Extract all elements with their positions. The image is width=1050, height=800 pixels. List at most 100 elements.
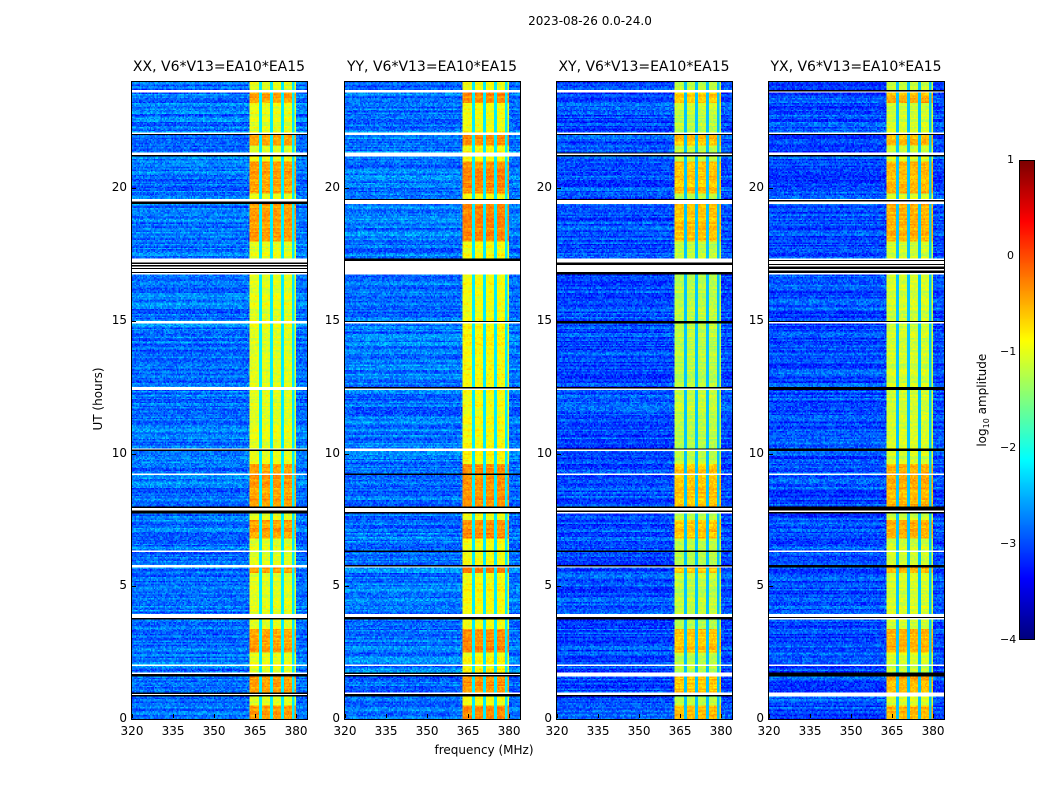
y-tick-label: 20	[324, 180, 340, 195]
spectrogram-panel	[768, 81, 945, 720]
x-tick-label: 350	[627, 724, 651, 738]
x-tick-label: 380	[497, 724, 521, 738]
x-tick-label: 335	[586, 724, 610, 738]
spectrogram-image	[345, 82, 520, 719]
x-tick-mark	[639, 714, 641, 718]
spectrogram-image	[769, 82, 944, 719]
x-tick-label: 365	[880, 724, 904, 738]
panel-title: YY, V6*V13=EA10*EA15	[346, 59, 518, 75]
x-tick-mark	[468, 714, 470, 718]
x-tick-label: 350	[839, 724, 863, 738]
y-tick-mark	[769, 320, 773, 322]
spectrogram-image	[557, 82, 732, 719]
colorbar-tick-label: 0	[1007, 249, 1014, 262]
x-tick-label: 320	[333, 724, 357, 738]
x-tick-label: 320	[757, 724, 781, 738]
x-tick-mark	[810, 714, 812, 718]
x-tick-label: 365	[668, 724, 692, 738]
x-tick-label: 350	[415, 724, 439, 738]
y-tick-label: 15	[111, 312, 127, 327]
y-tick-label: 5	[756, 578, 764, 593]
x-tick-label: 380	[709, 724, 733, 738]
y-tick-label: 20	[111, 180, 127, 195]
y-tick-mark	[132, 453, 136, 455]
panel-title: XX, V6*V13=EA10*EA15	[132, 59, 306, 75]
y-tick-mark	[557, 586, 561, 588]
x-tick-mark	[132, 714, 133, 718]
x-tick-label: 365	[243, 724, 267, 738]
x-tick-label: 350	[202, 724, 226, 738]
y-tick-mark	[345, 188, 349, 190]
y-tick-mark	[132, 320, 136, 322]
x-tick-mark	[892, 714, 894, 718]
y-tick-label: 20	[748, 180, 764, 195]
spectrogram-image	[132, 82, 307, 719]
y-tick-mark	[557, 719, 561, 720]
x-tick-mark	[296, 714, 298, 718]
x-tick-label: 335	[798, 724, 822, 738]
y-tick-label: 5	[119, 578, 127, 593]
spectrogram-panel	[344, 81, 521, 720]
x-tick-mark	[933, 714, 935, 718]
x-tick-label: 335	[374, 724, 398, 738]
x-tick-label: 380	[284, 724, 308, 738]
x-tick-mark	[851, 714, 853, 718]
y-tick-label: 0	[756, 711, 764, 725]
y-tick-label: 10	[111, 445, 127, 460]
y-tick-label: 5	[332, 578, 340, 593]
y-tick-mark	[345, 719, 349, 720]
y-tick-label: 20	[536, 180, 552, 195]
colorbar	[1019, 160, 1035, 640]
y-tick-mark	[132, 719, 136, 720]
panel-title: XY, V6*V13=EA10*EA15	[558, 59, 730, 75]
y-tick-mark	[769, 586, 773, 588]
x-tick-label: 320	[120, 724, 144, 738]
x-tick-mark	[769, 714, 770, 718]
y-tick-label: 5	[544, 578, 552, 593]
y-tick-label: 15	[748, 312, 764, 327]
x-tick-label: 320	[545, 724, 569, 738]
y-tick-label: 0	[544, 711, 552, 725]
x-tick-mark	[680, 714, 682, 718]
y-tick-label: 15	[536, 312, 552, 327]
y-tick-mark	[557, 320, 561, 322]
x-axis-label: frequency (MHz)	[434, 743, 534, 757]
colorbar-tick-label: −3	[1000, 537, 1017, 550]
y-tick-mark	[132, 188, 136, 190]
y-tick-mark	[769, 188, 773, 190]
y-tick-label: 0	[119, 711, 127, 725]
x-tick-mark	[427, 714, 429, 718]
y-tick-label: 15	[324, 312, 340, 327]
y-tick-label: 10	[748, 445, 764, 460]
panel-title: YX, V6*V13=EA10*EA15	[770, 59, 942, 75]
x-tick-mark	[386, 714, 388, 718]
spectrogram-panel	[556, 81, 733, 720]
x-tick-mark	[557, 714, 558, 718]
y-tick-label: 0	[332, 711, 340, 725]
figure-title: 2023-08-26 0.0-24.0	[528, 14, 652, 28]
x-tick-mark	[721, 714, 723, 718]
y-tick-label: 10	[324, 445, 340, 460]
y-tick-mark	[132, 586, 136, 588]
colorbar-tick-label: 1	[1007, 153, 1014, 166]
x-tick-label: 335	[161, 724, 185, 738]
y-tick-mark	[557, 453, 561, 455]
x-tick-mark	[173, 714, 175, 718]
x-tick-label: 380	[921, 724, 945, 738]
y-tick-mark	[345, 586, 349, 588]
y-tick-mark	[345, 320, 349, 322]
colorbar-gradient	[1020, 161, 1034, 639]
x-tick-label: 365	[456, 724, 480, 738]
y-tick-mark	[769, 453, 773, 455]
x-tick-mark	[345, 714, 346, 718]
spectrogram-panel	[131, 81, 308, 720]
y-tick-mark	[769, 719, 773, 720]
colorbar-label: log10 amplitude	[974, 353, 992, 447]
y-tick-mark	[557, 188, 561, 190]
x-tick-mark	[255, 714, 257, 718]
x-tick-mark	[598, 714, 600, 718]
y-tick-label: 10	[536, 445, 552, 460]
colorbar-tick-label: −2	[1000, 441, 1017, 454]
y-tick-mark	[345, 453, 349, 455]
